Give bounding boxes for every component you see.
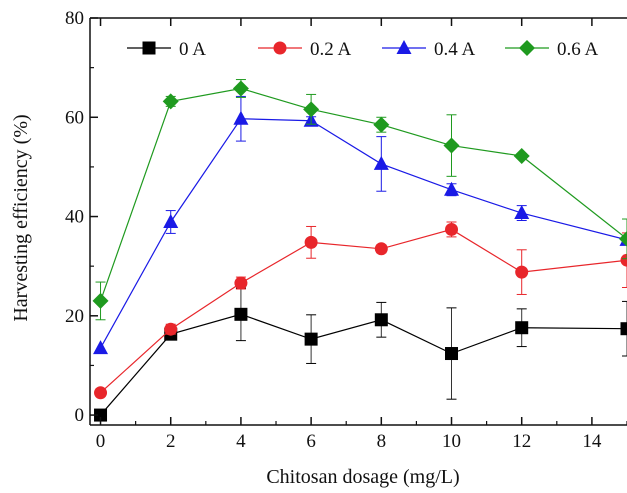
data-point (233, 110, 249, 125)
data-point (374, 242, 388, 256)
data-point (162, 93, 179, 110)
series-0-a (94, 287, 627, 422)
x-axis-title: Chitosan dosage (mg/L) (266, 466, 459, 488)
data-point (373, 155, 389, 170)
x-tick-label: 4 (236, 431, 246, 452)
data-point (619, 230, 627, 247)
data-point (443, 137, 460, 154)
data-point (304, 332, 318, 346)
data-point (514, 205, 530, 220)
data-point (94, 408, 108, 422)
data-point (374, 313, 388, 327)
data-point (304, 235, 318, 249)
data-point (232, 80, 249, 97)
x-tick-label: 14 (582, 431, 602, 452)
data-point (373, 116, 390, 133)
data-point (445, 347, 459, 361)
legend-label: 0.6 A (557, 39, 598, 60)
data-point (93, 340, 109, 355)
legend-item: 0.2 A (258, 39, 351, 60)
legend-item: 0.4 A (382, 39, 475, 60)
x-tick-label: 6 (306, 431, 316, 452)
x-tick-label: 10 (442, 431, 461, 452)
data-point (444, 181, 460, 196)
series-line (100, 118, 627, 349)
series-line (99, 87, 627, 302)
axes: 0 2 4 6 8 10 12 14 0 20 40 60 80 (65, 8, 627, 452)
x-tick-label: 0 (96, 431, 106, 452)
y-tick-label: 20 (65, 306, 84, 327)
data-point (513, 147, 530, 164)
data-point (234, 276, 248, 290)
series-line (100, 313, 627, 416)
legend-marker (519, 40, 535, 56)
y-tick-label: 80 (65, 8, 84, 29)
data-point (445, 222, 459, 236)
data-point (620, 322, 627, 336)
series-line (100, 228, 627, 394)
legend-marker (142, 41, 156, 55)
legend-label: 0.2 A (310, 39, 351, 60)
legend-item: 0 A (127, 39, 206, 60)
series-0-4-a (93, 95, 627, 355)
legend-marker (273, 41, 287, 55)
y-tick-label: 0 (75, 405, 85, 426)
legend-label: 0.4 A (434, 39, 475, 60)
legend-marker (396, 40, 412, 54)
series-0-6-a (92, 79, 627, 321)
data-point (94, 386, 108, 400)
data-point (515, 265, 529, 279)
plot-area (92, 79, 627, 422)
legend-label: 0 A (179, 39, 206, 60)
y-tick-label: 60 (65, 107, 84, 128)
data-point (515, 321, 529, 335)
data-point (234, 307, 248, 321)
data-point (163, 213, 179, 228)
data-point (303, 101, 320, 118)
legend-item: 0.6 A (505, 39, 598, 60)
x-tick-label: 12 (512, 431, 531, 452)
data-point (92, 292, 109, 309)
legend: 0 A 0.2 A 0.4 A 0.6 A (127, 39, 598, 60)
x-tick-label: 2 (166, 431, 176, 452)
series-0-2-a (94, 221, 627, 400)
x-tick-label: 8 (377, 431, 387, 452)
y-axis-title: Harvesting efficiency (%) (10, 114, 32, 321)
data-point (164, 322, 178, 336)
y-tick-label: 40 (65, 207, 84, 228)
data-point (620, 253, 627, 267)
